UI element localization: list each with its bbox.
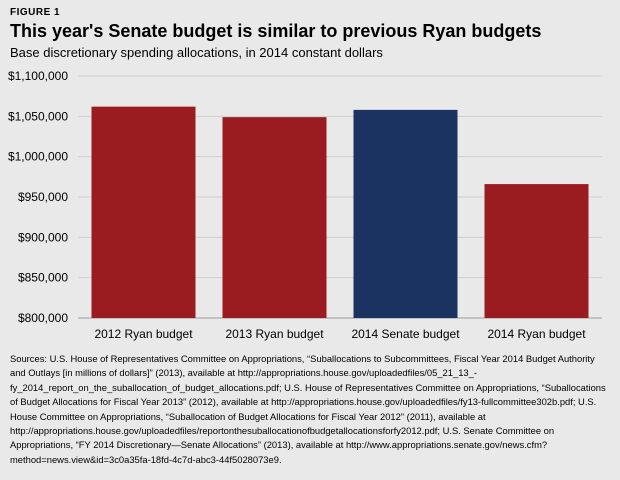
- x-tick-label: 2014 Ryan budget: [487, 327, 586, 341]
- bar: [353, 109, 458, 318]
- y-tick-label: $900,000: [18, 230, 68, 244]
- chart-title: This year's Senate budget is similar to …: [10, 21, 542, 41]
- bar: [484, 184, 589, 318]
- x-tick-label: 2013 Ryan budget: [225, 327, 324, 341]
- y-tick-label: $1,100,000: [8, 69, 68, 83]
- y-tick-label: $850,000: [18, 271, 68, 285]
- x-tick-label: 2012 Ryan budget: [94, 327, 193, 341]
- bars: [91, 106, 589, 318]
- y-tick-label: $950,000: [18, 190, 68, 204]
- figure-label: FIGURE 1: [10, 7, 61, 18]
- y-tick-label: $1,000,000: [8, 150, 68, 164]
- y-tick-label: $800,000: [18, 311, 68, 325]
- y-tick-label: $1,050,000: [8, 109, 68, 123]
- bar: [222, 117, 327, 318]
- x-tick-label: 2014 Senate budget: [351, 327, 460, 341]
- x-axis-tick-labels: 2012 Ryan budget 2013 Ryan budget 2014 Sen…: [94, 327, 586, 341]
- bar: [91, 106, 196, 318]
- y-axis-tick-labels: $800,000 $850,000 $900,000 $950,000 $1,000,0…: [8, 69, 68, 325]
- bar-chart: $800,000 $850,000 $900,000 $950,000 $1,000,0…: [8, 69, 602, 341]
- sources-note: Sources: U.S. House of Representatives C…: [10, 353, 606, 465]
- chart-subtitle: Base discretionary spending allocations,…: [10, 45, 383, 60]
